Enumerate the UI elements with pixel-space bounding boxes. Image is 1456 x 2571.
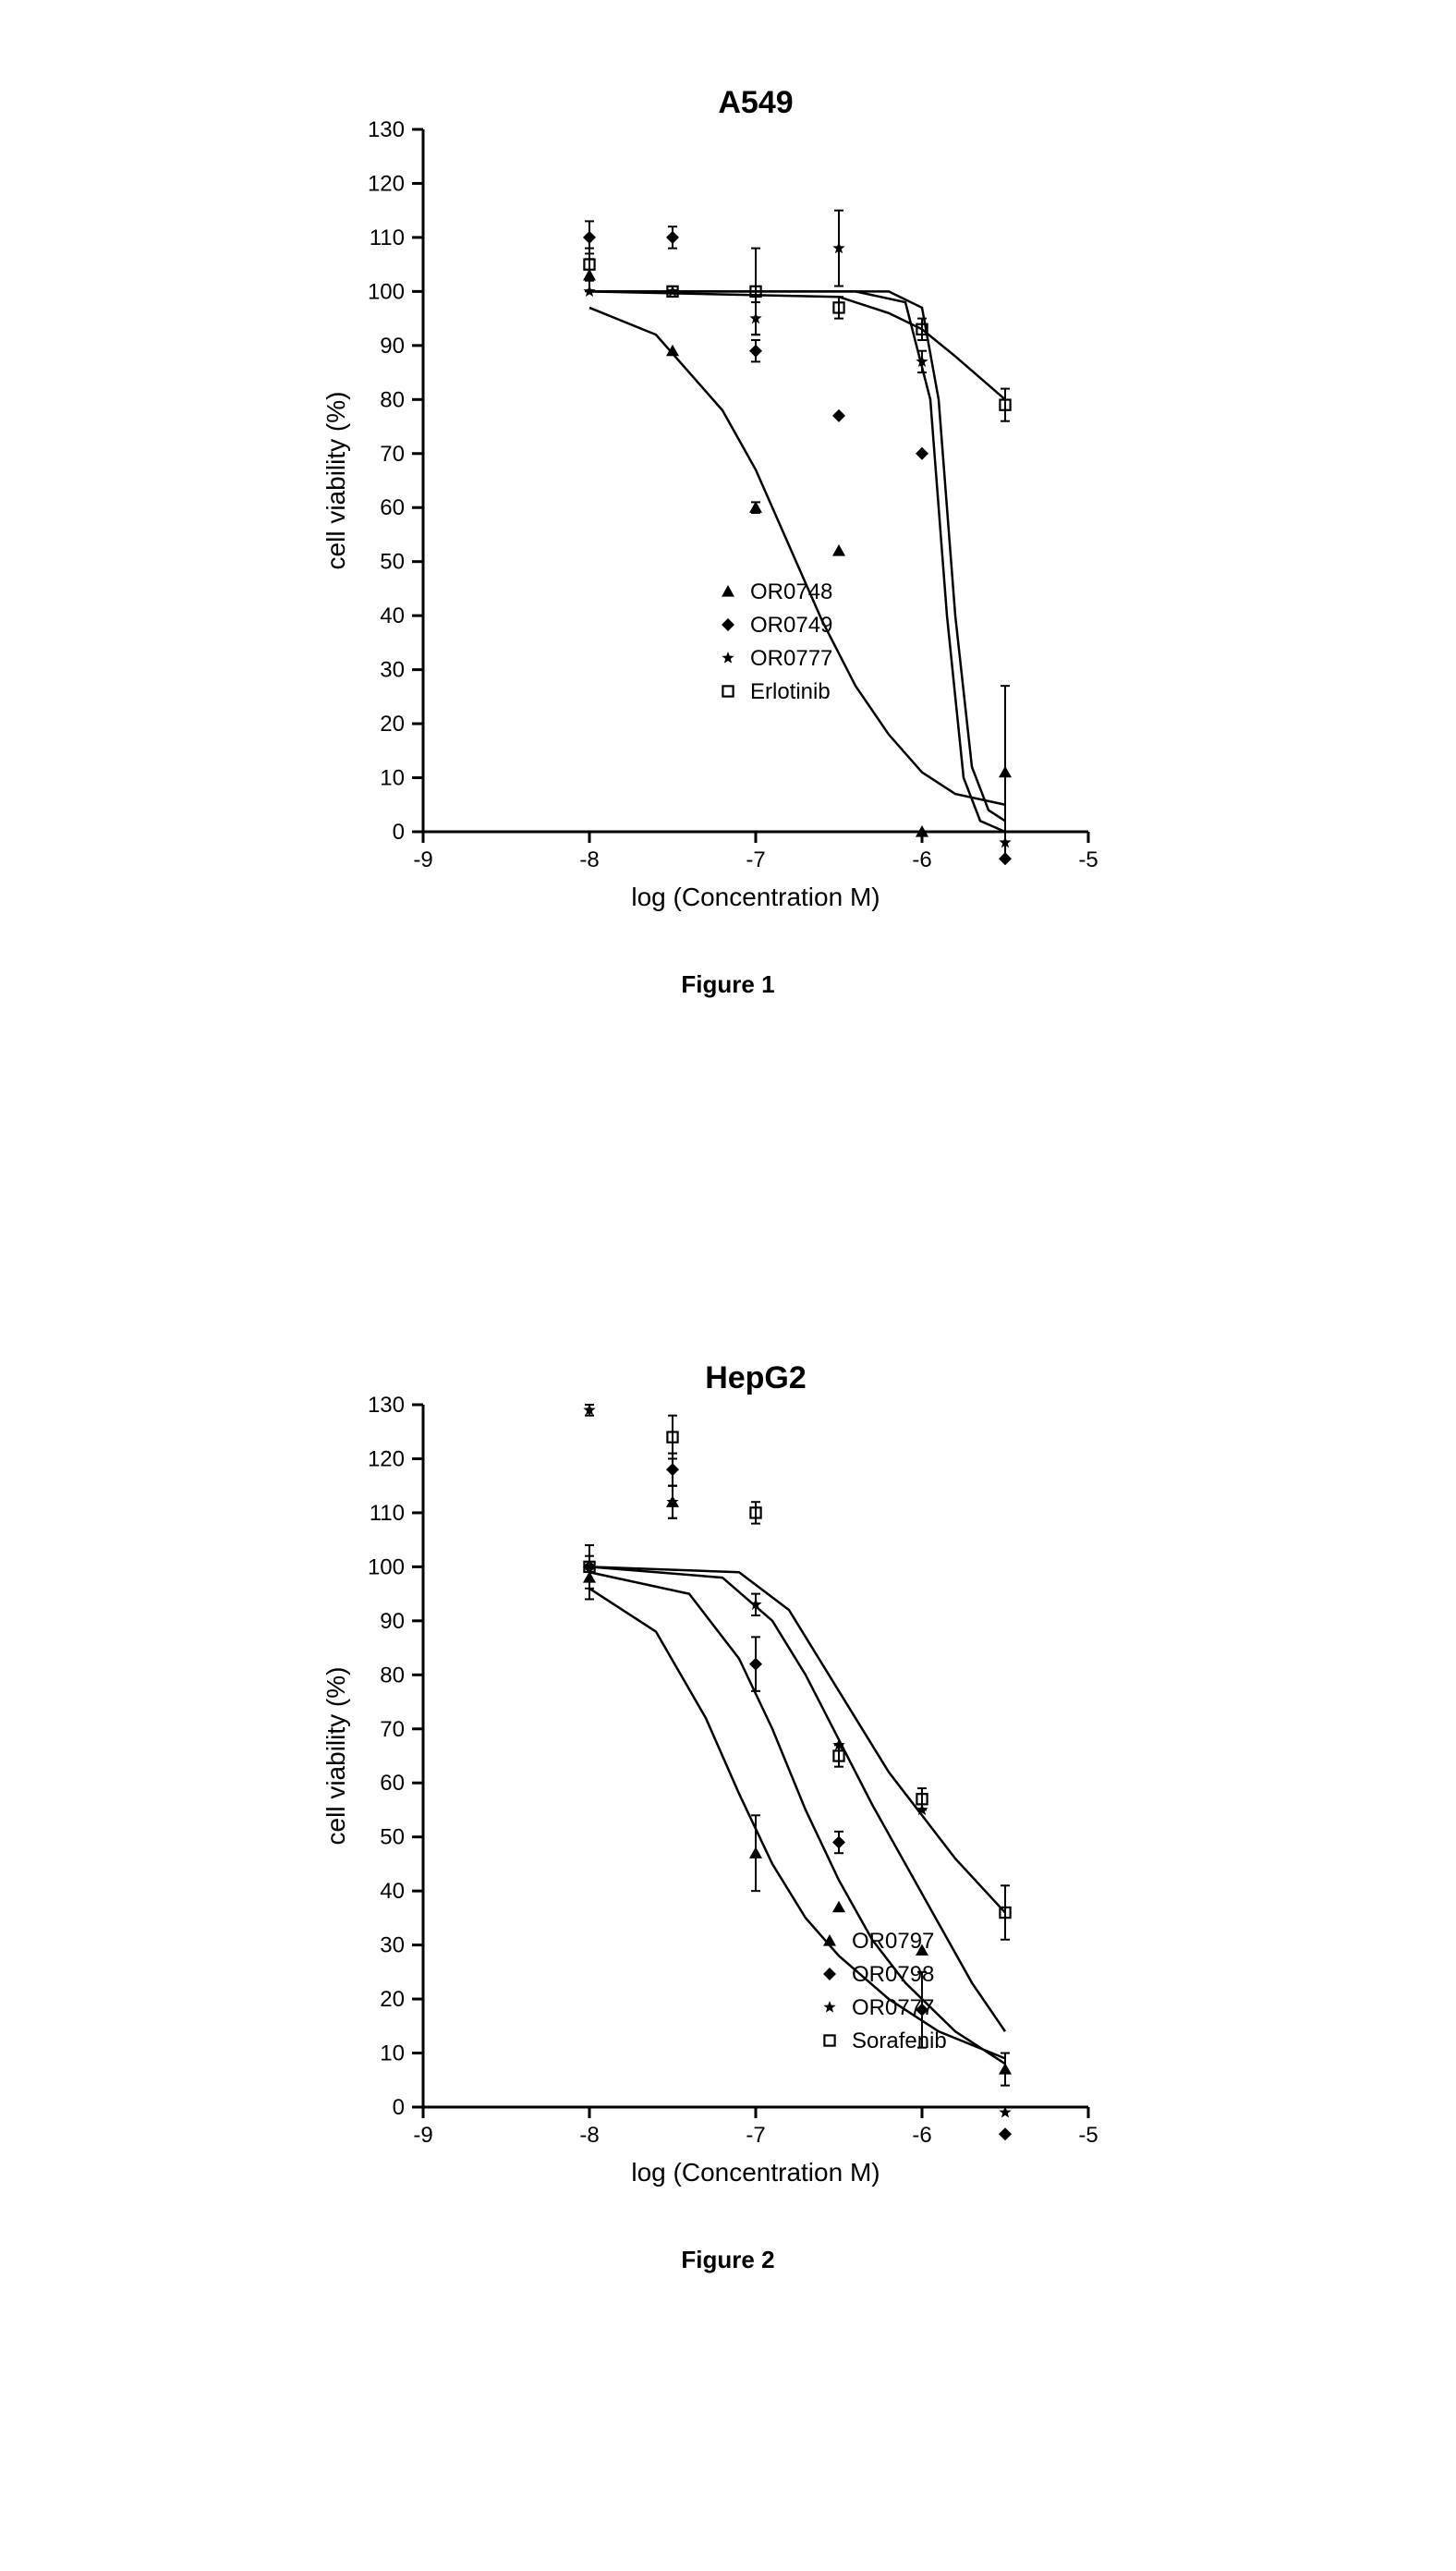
y-tick-label: 90	[380, 1609, 405, 1634]
data-marker	[749, 345, 762, 358]
chart-a549: A549 0 10 20 30 40 50 60 70 80 90 100 110 120 130 -9 -8 -…	[312, 74, 1144, 943]
figure-1-caption: Figure 1	[312, 970, 1144, 999]
fit-curve	[589, 1566, 1005, 2031]
x-tick-label: -7	[746, 2123, 765, 2148]
legend-item: OR0777	[823, 1995, 934, 2020]
legend-item: OR0748	[722, 579, 832, 604]
legend-label: OR0797	[852, 1929, 934, 1954]
data-marker	[583, 231, 596, 244]
figure-2-block: HepG2 0 10 20 30 40 50 60 70 80 90 100 110 120 130 -9 -8…	[312, 1349, 1144, 2274]
y-tick-label: 110	[370, 1501, 405, 1526]
data-marker	[666, 1463, 679, 1476]
data-marker	[832, 409, 845, 422]
x-tick-label: -9	[413, 2123, 432, 2148]
legend-item: OR0749	[722, 613, 832, 638]
data-marker	[666, 231, 679, 244]
y-tick-label: 130	[368, 117, 405, 142]
y-tick-label: 70	[380, 1717, 405, 1742]
y-tick-label: 0	[393, 2095, 405, 2120]
chart-title: A549	[718, 85, 793, 120]
data-marker	[666, 345, 679, 357]
legend-label: OR0798	[852, 1962, 934, 1987]
data-marker	[583, 285, 595, 297]
y-tick-label: 60	[380, 495, 405, 520]
data-marker	[916, 447, 928, 460]
legend-item: OR0797	[823, 1929, 934, 1954]
y-tick-label: 0	[393, 820, 405, 845]
y-tick-label: 100	[368, 279, 405, 304]
chart-title: HepG2	[705, 1360, 807, 1395]
data-marker	[832, 544, 845, 556]
legend-item: Erlotinib	[722, 679, 830, 704]
y-tick-label: 70	[380, 442, 405, 467]
y-tick-label: 120	[368, 171, 405, 196]
y-tick-label: 80	[380, 387, 405, 412]
x-tick-label: -5	[1078, 2123, 1098, 2148]
y-tick-label: 50	[380, 1825, 405, 1850]
y-tick-label: 90	[380, 334, 405, 359]
legend-item: OR0777	[722, 646, 832, 671]
y-tick-label: 30	[380, 1933, 405, 1958]
legend-label: Erlotinib	[750, 679, 831, 704]
y-tick-label: 80	[380, 1663, 405, 1688]
x-tick-label: -5	[1078, 847, 1098, 872]
legend-label: OR0749	[750, 613, 832, 638]
data-marker	[999, 766, 1012, 778]
page: A5490102030405060708090100110120130-9-8-…	[0, 0, 1456, 2571]
legend-item: Sorafenib	[824, 2029, 946, 2053]
y-tick-label: 30	[380, 658, 405, 683]
y-tick-label: 50	[380, 550, 405, 575]
y-tick-label: 20	[380, 712, 405, 737]
fit-curve	[589, 1572, 1005, 2064]
data-marker	[999, 2063, 1012, 2075]
y-tick-label: 10	[380, 2041, 405, 2066]
figure-1-block: A549 0 10 20 30 40 50 60 70 80 90 100 110 120 130 -9 -8 -…	[312, 74, 1144, 999]
legend-label: OR0748	[750, 579, 832, 604]
x-tick-label: -6	[912, 847, 931, 872]
chart-hepg2: HepG2 0 10 20 30 40 50 60 70 80 90 100 110 120 130 -9 -8…	[312, 1349, 1144, 2218]
legend-label: OR0777	[852, 1995, 934, 2020]
fit-curve	[589, 1589, 1005, 2059]
figure-2-caption: Figure 2	[312, 2246, 1144, 2274]
y-tick-label: 100	[368, 1554, 405, 1579]
y-tick-label: 40	[380, 1879, 405, 1904]
x-tick-label: -9	[413, 847, 432, 872]
y-tick-label: 130	[368, 1393, 405, 1418]
y-tick-label: 120	[368, 1446, 405, 1471]
fit-curve	[589, 291, 1005, 399]
fit-curve	[589, 1566, 1005, 1912]
y-axis-label: cell viability (%)	[322, 392, 350, 570]
legend-item: OR0798	[823, 1962, 934, 1987]
x-axis-label: log (Concentration M)	[631, 2158, 880, 2187]
y-tick-label: 60	[380, 1771, 405, 1796]
x-axis-label: log (Concentration M)	[631, 883, 880, 911]
legend-label: OR0777	[750, 646, 832, 671]
y-tick-label: 40	[380, 603, 405, 628]
x-tick-label: -8	[579, 847, 599, 872]
y-tick-label: 20	[380, 1987, 405, 2012]
y-tick-label: 110	[370, 225, 405, 250]
data-marker	[999, 2127, 1012, 2140]
data-marker	[749, 1658, 762, 1671]
legend-label: Sorafenib	[852, 2029, 947, 2053]
y-axis-label: cell viability (%)	[322, 1667, 350, 1846]
data-marker	[832, 1836, 845, 1849]
x-tick-label: -8	[579, 2123, 599, 2148]
x-tick-label: -6	[912, 2123, 931, 2148]
data-marker	[832, 1901, 845, 1913]
y-tick-label: 10	[380, 766, 405, 791]
data-marker	[999, 852, 1012, 865]
data-marker	[749, 1846, 762, 1858]
x-tick-label: -7	[746, 847, 765, 872]
